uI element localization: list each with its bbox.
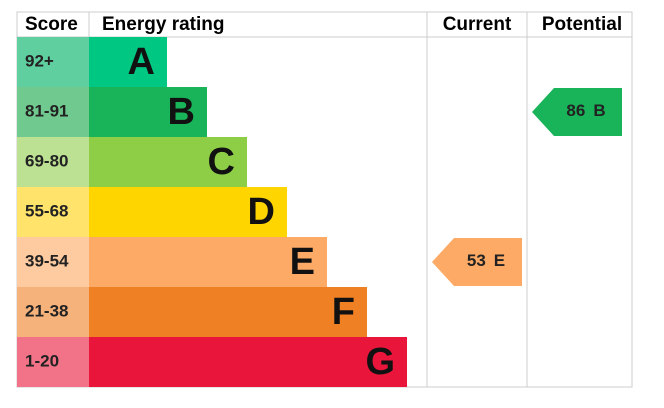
rating-letter: G bbox=[365, 341, 395, 383]
score-label: 21-38 bbox=[25, 301, 68, 320]
rating-bar bbox=[89, 287, 367, 337]
rating-letter: C bbox=[208, 141, 235, 183]
score-label: 81-91 bbox=[25, 101, 68, 120]
potential-arrow bbox=[532, 88, 622, 136]
current-letter: E bbox=[494, 251, 505, 270]
score-label: 55-68 bbox=[25, 201, 68, 220]
header-potential: Potential bbox=[542, 14, 622, 35]
current-value: 53 bbox=[467, 251, 486, 270]
potential-letter: B bbox=[593, 101, 605, 120]
rating-bar bbox=[89, 137, 247, 187]
rating-bar bbox=[89, 87, 207, 137]
rating-bar bbox=[89, 187, 287, 237]
score-cell bbox=[17, 187, 89, 237]
score-cell bbox=[17, 37, 89, 87]
rating-letter: A bbox=[128, 41, 155, 83]
header-score: Score bbox=[25, 14, 78, 35]
header-current: Current bbox=[443, 14, 512, 35]
current-label: 53 E bbox=[467, 251, 505, 270]
header-rating: Energy rating bbox=[102, 14, 224, 35]
score-cell bbox=[17, 287, 89, 337]
rating-letter: F bbox=[332, 291, 355, 333]
score-cell bbox=[17, 137, 89, 187]
rating-letter: D bbox=[248, 191, 275, 233]
rating-letter: B bbox=[168, 91, 195, 133]
score-label: 92+ bbox=[25, 51, 54, 70]
current-arrow bbox=[432, 238, 522, 286]
potential-label: 86 B bbox=[566, 101, 605, 120]
rating-bar bbox=[89, 337, 407, 387]
rating-bar bbox=[89, 237, 327, 287]
score-cell bbox=[17, 337, 89, 387]
rating-bar bbox=[89, 37, 167, 87]
score-label: 1-20 bbox=[25, 351, 59, 370]
potential-value: 86 bbox=[566, 101, 585, 120]
score-label: 39-54 bbox=[25, 251, 69, 270]
score-cell bbox=[17, 87, 89, 137]
rating-letter: E bbox=[290, 241, 315, 283]
score-cell bbox=[17, 237, 89, 287]
score-label: 69-80 bbox=[25, 151, 68, 170]
